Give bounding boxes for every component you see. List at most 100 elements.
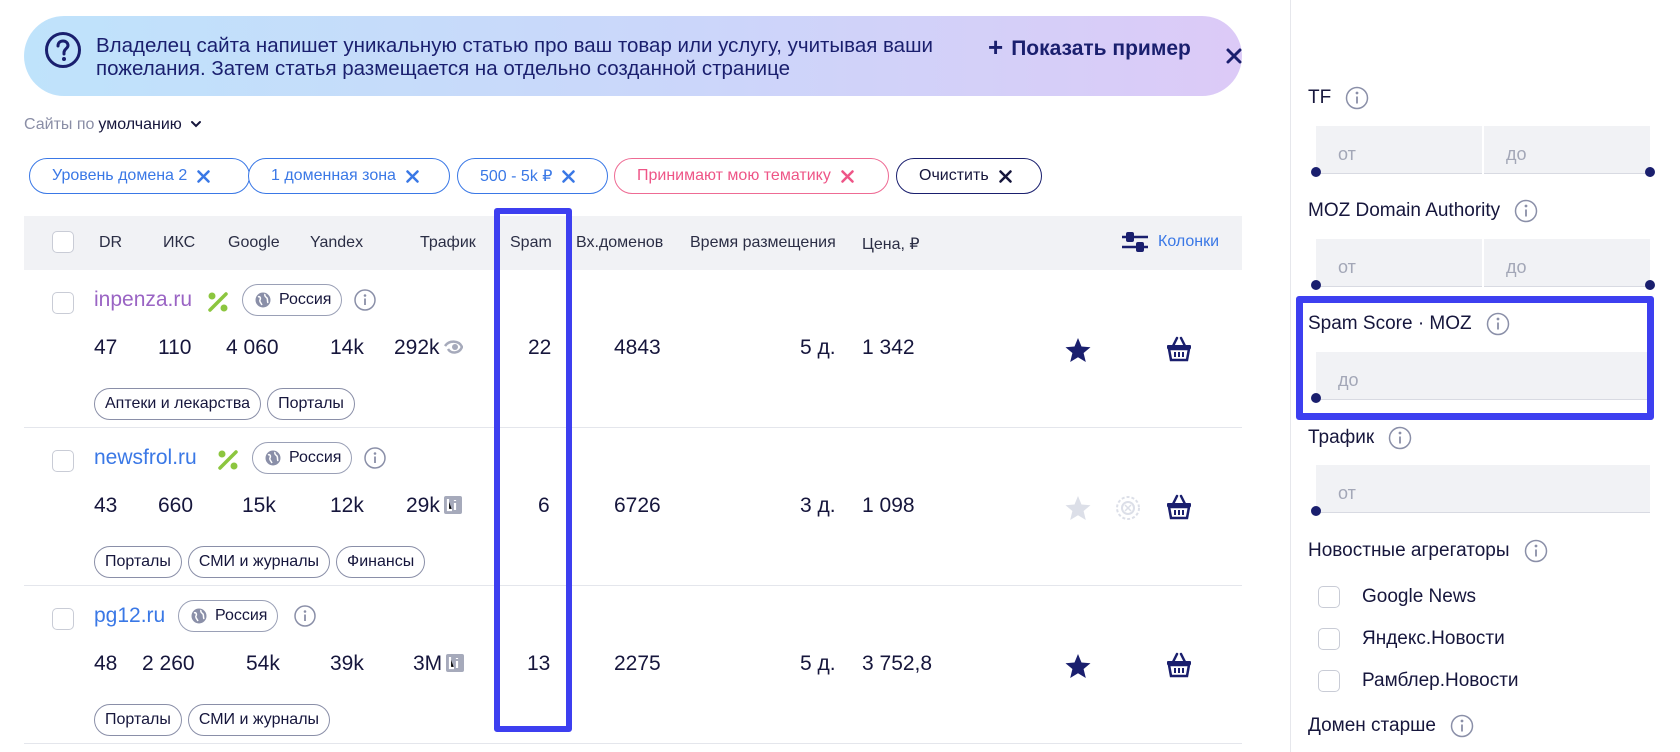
checkbox[interactable]: [1318, 628, 1340, 650]
filter-label-text: Трафик: [1308, 427, 1375, 448]
close-icon[interactable]: [998, 169, 1012, 183]
topic-tags: Порталы СМИ и журналы Финансы: [94, 546, 426, 578]
slider-handle[interactable]: [1311, 280, 1321, 290]
close-icon[interactable]: [1224, 46, 1244, 66]
basket-icon[interactable]: [1164, 492, 1194, 522]
basket-icon[interactable]: [1164, 334, 1194, 364]
row-checkbox[interactable]: [52, 608, 74, 630]
header-traffic[interactable]: Трафик: [420, 234, 476, 251]
news-option-google[interactable]: Google News: [1318, 586, 1476, 608]
cell-google: 4 060: [226, 336, 279, 359]
info-icon[interactable]: [1486, 312, 1510, 336]
chip-my-topic[interactable]: Принимают мою тематику: [614, 158, 889, 194]
slider-handle[interactable]: [1311, 167, 1321, 177]
cell-in-domains: 6726: [614, 494, 661, 517]
header-placement-time[interactable]: Время размещения: [690, 234, 836, 251]
similarweb-icon: [443, 340, 463, 354]
tf-from-input[interactable]: от: [1316, 126, 1482, 174]
header-google[interactable]: Google: [228, 234, 280, 251]
row-checkbox[interactable]: [52, 450, 74, 472]
info-icon[interactable]: [1345, 86, 1369, 110]
star-icon[interactable]: [1064, 494, 1092, 522]
header-dr[interactable]: DR: [99, 234, 123, 251]
moz-da-to-input[interactable]: до: [1484, 239, 1650, 287]
sliders-icon: [1122, 232, 1148, 252]
checkbox[interactable]: [1318, 670, 1340, 692]
cell-placement-time: 5 д.: [800, 336, 836, 359]
info-icon[interactable]: [1514, 199, 1538, 223]
info-icon[interactable]: [1524, 539, 1548, 563]
site-link[interactable]: pg12.ru: [94, 604, 166, 627]
select-all-checkbox[interactable]: [52, 231, 74, 253]
chip-price-range[interactable]: 500 - 5k ₽: [457, 158, 608, 194]
cell-yandex: 14k: [330, 336, 364, 359]
columns-label: Колонки: [1158, 233, 1220, 250]
site-link[interactable]: newsfrol.ru: [94, 446, 197, 469]
traffic-from-input[interactable]: от: [1316, 465, 1650, 513]
close-icon[interactable]: [406, 169, 419, 183]
percent-icon: [218, 450, 238, 470]
topic-tag: Аптеки и лекарства: [94, 388, 262, 420]
topic-tags: Порталы СМИ и журналы: [94, 704, 331, 736]
slider-handle[interactable]: [1645, 280, 1655, 290]
badge-icon: [1116, 496, 1140, 520]
cell-price: 1 342: [862, 336, 915, 359]
close-icon[interactable]: [562, 169, 576, 183]
cell-traffic: 292k: [394, 336, 463, 360]
news-option-yandex[interactable]: Яндекс.Новости: [1318, 628, 1505, 650]
star-icon[interactable]: [1064, 652, 1092, 680]
close-icon[interactable]: [197, 169, 211, 183]
cell-yandex: 39k: [330, 652, 364, 675]
banner-text: Владелец сайта напишет уникальную статью…: [96, 34, 933, 80]
chip-domain-level[interactable]: Уровень домена 2: [29, 158, 250, 194]
table-row: newsfrol.ru Россия 43 660 15k 12k 29k 6 …: [24, 428, 1242, 586]
row-checkbox[interactable]: [52, 292, 74, 314]
info-icon[interactable]: [364, 447, 386, 469]
header-iks[interactable]: ИКС: [163, 234, 196, 251]
liveinternet-icon: [443, 496, 462, 514]
info-icon[interactable]: [1388, 426, 1412, 450]
cell-spam: 13: [527, 652, 551, 675]
header-yandex[interactable]: Yandex: [310, 234, 364, 251]
chip-label: Уровень домена 2: [52, 167, 188, 184]
show-example-button[interactable]: + Показать пример: [988, 32, 1191, 63]
slider-handle[interactable]: [1311, 506, 1321, 516]
cell-iks: 660: [158, 494, 194, 517]
cell-placement-time: 5 д.: [800, 652, 836, 675]
info-icon[interactable]: [294, 605, 316, 627]
header-in-domains[interactable]: Вх.доменов: [576, 234, 664, 251]
sort-selector[interactable]: Сайты по умолчанию: [24, 116, 202, 134]
site-link[interactable]: inpenza.ru: [94, 288, 193, 311]
tf-to-input[interactable]: до: [1484, 126, 1650, 174]
info-icon[interactable]: [354, 289, 376, 311]
slider-handle[interactable]: [1645, 167, 1655, 177]
checkbox[interactable]: [1318, 586, 1340, 608]
filter-label-text: TF: [1308, 87, 1332, 108]
slider-handle[interactable]: [1311, 393, 1321, 403]
traffic-value: 292k: [394, 336, 440, 359]
star-icon[interactable]: [1064, 336, 1092, 364]
basket-icon[interactable]: [1164, 650, 1194, 680]
geo-label: Россия: [215, 607, 268, 624]
columns-button[interactable]: Колонки: [1120, 230, 1219, 254]
topic-tag: Порталы: [94, 704, 182, 736]
clear-filters-button[interactable]: Очистить: [896, 158, 1042, 194]
spam-score-to-input[interactable]: до: [1316, 352, 1650, 400]
geo-badge: Россия: [178, 600, 279, 632]
news-option-rambler[interactable]: Рамблер.Новости: [1318, 670, 1519, 692]
cell-iks: 2 260: [142, 652, 195, 675]
filter-moz-da-label: MOZ Domain Authority: [1308, 199, 1538, 223]
header-price[interactable]: Цена, ₽: [862, 236, 920, 253]
option-label: Рамблер.Новости: [1362, 670, 1519, 691]
chip-domain-zone[interactable]: 1 доменная зона: [248, 158, 450, 194]
cell-price: 3 752,8: [862, 652, 933, 675]
geo-label: Россия: [289, 449, 342, 466]
globe-icon: [191, 608, 207, 624]
moz-da-from-input[interactable]: от: [1316, 239, 1482, 287]
panel-divider: [1290, 0, 1291, 752]
liveinternet-icon: [446, 654, 465, 672]
info-icon[interactable]: [1450, 714, 1474, 738]
close-icon[interactable]: [841, 169, 854, 183]
header-spam[interactable]: Spam: [510, 234, 552, 251]
cell-price: 1 098: [862, 494, 915, 517]
